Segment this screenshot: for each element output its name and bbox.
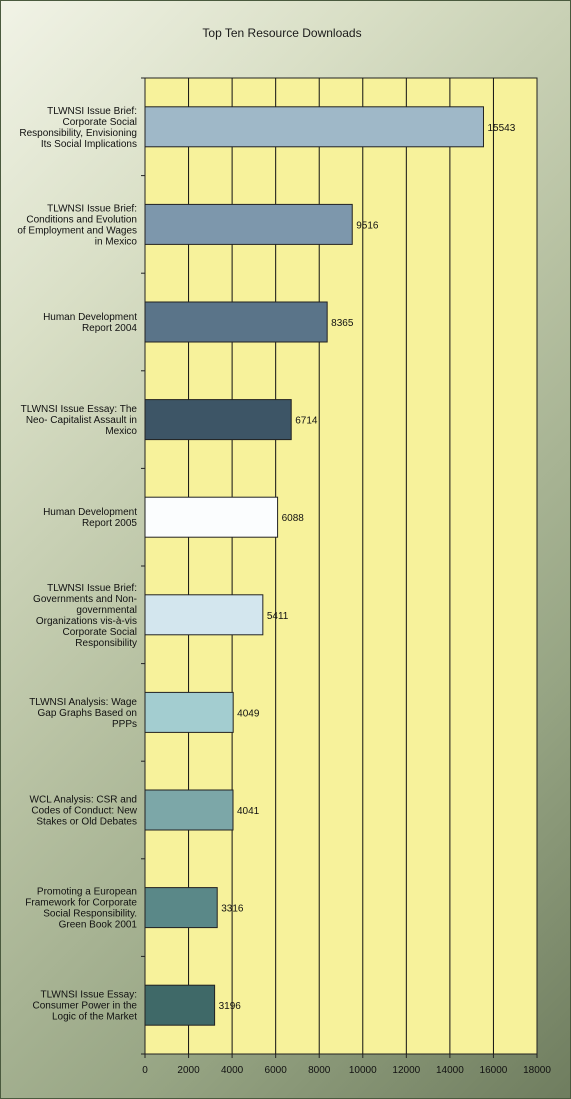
x-tick-label: 10000 xyxy=(349,1065,377,1076)
category-label: Human Development Report 2004 xyxy=(43,312,137,334)
category-label-line: Responsibility xyxy=(75,638,137,649)
category-label: WCL Analysis: CSR and Codes of Conduct: N… xyxy=(30,795,138,828)
category-label-line: Organizations vis-à-vis xyxy=(36,616,137,627)
category-label: TLWNSI Analysis: Wage Gap Graphs Based on… xyxy=(29,697,137,730)
category-label-line: Conditions and Evolution xyxy=(26,214,137,225)
category-label-line: of Employment and Wages xyxy=(17,225,137,236)
x-tick-label: 18000 xyxy=(523,1065,551,1076)
bar-value-label: 8365 xyxy=(331,318,354,329)
category-label: Promoting a European Framework for Corpor… xyxy=(25,887,137,931)
x-tick-label: 4000 xyxy=(221,1065,244,1076)
bar-value-label: 3316 xyxy=(221,904,244,915)
category-label-line: Human Development xyxy=(43,507,137,518)
category-label-line: Report 2005 xyxy=(82,518,137,529)
bars xyxy=(144,106,484,1026)
category-label-line: Its Social Implications xyxy=(41,139,137,150)
bar-value-label: 4041 xyxy=(237,806,260,817)
category-label: TLWNSI Issue Brief: Conditions and Evolut… xyxy=(17,203,137,247)
bar xyxy=(144,594,264,636)
bar xyxy=(144,203,353,245)
category-label-line: in Mexico xyxy=(95,236,138,247)
category-label-line: Governments and Non- xyxy=(33,594,137,605)
category-label-line: Human Development xyxy=(43,312,137,323)
bar xyxy=(144,887,218,929)
category-label: TLWNSI Issue Essay: The Neo- Capitalist A… xyxy=(21,404,138,437)
category-label-line: Logic of the Market xyxy=(52,1012,137,1023)
bar xyxy=(144,984,216,1026)
category-label-line: Framework for Corporate xyxy=(25,898,137,909)
category-label-line: Stakes or Old Debates xyxy=(36,817,137,828)
category-label-line: TLWNSI Analysis: Wage xyxy=(29,697,137,708)
x-tick-label: 0 xyxy=(142,1065,148,1076)
category-label-line: Report 2004 xyxy=(82,323,137,334)
category-label-line: Corporate Social xyxy=(63,627,137,638)
bar xyxy=(144,399,292,441)
x-tick-label: 14000 xyxy=(436,1065,464,1076)
category-label-line: Consumer Power in the xyxy=(33,1001,138,1012)
chart-title: Top Ten Resource Downloads xyxy=(202,26,361,40)
x-tick-label: 8000 xyxy=(308,1065,331,1076)
x-tick-label: 6000 xyxy=(265,1065,288,1076)
category-label-line: Gap Graphs Based on xyxy=(37,708,137,719)
category-label-line: Neo- Capitalist Assault in xyxy=(26,415,137,426)
category-label-line: Promoting a European xyxy=(37,887,137,898)
category-label: Human Development Report 2005 xyxy=(43,507,137,529)
category-label-line: TLWNSI Issue Brief: xyxy=(47,203,137,214)
bar-value-label: 6714 xyxy=(295,416,318,427)
category-label: TLWNSI Issue Brief: Governments and Non-g… xyxy=(33,583,137,649)
bar-value-label: 4049 xyxy=(237,708,260,719)
category-label-line: governmental xyxy=(76,605,137,616)
category-label-line: Social Responsibility. xyxy=(43,909,137,920)
value-labels: 15543 9516 8365 6714 6088 5411 4049 4041 3316 319… xyxy=(219,123,516,1012)
category-label: TLWNSI Issue Brief: Corporate Social Respo… xyxy=(19,106,137,150)
x-axis-ticks: 0 2000 4000 6000 8000 10000 12000 14000 16000 180… xyxy=(142,1054,551,1076)
bar xyxy=(144,691,234,733)
bar-value-label: 3196 xyxy=(219,1001,242,1012)
bar-value-label: 5411 xyxy=(267,611,289,622)
category-label-line: Corporate Social xyxy=(63,117,137,128)
category-label: TLWNSI Issue Essay: Consumer Power in the… xyxy=(33,990,138,1023)
category-label-line: TLWNSI Issue Essay: xyxy=(40,990,137,1001)
bar-value-label: 6088 xyxy=(282,513,305,524)
category-label-line: WCL Analysis: CSR and xyxy=(30,795,137,806)
bar xyxy=(144,496,279,538)
bar-value-label: 15543 xyxy=(487,123,515,134)
category-label-line: Responsibility, Envisioning xyxy=(19,128,137,139)
bar-value-label: 9516 xyxy=(356,220,379,231)
x-tick-label: 12000 xyxy=(392,1065,420,1076)
bar xyxy=(144,789,234,831)
category-label-line: Mexico xyxy=(105,426,137,437)
category-label-line: Codes of Conduct: New xyxy=(31,806,137,817)
x-tick-label: 2000 xyxy=(177,1065,200,1076)
bar xyxy=(144,301,328,343)
category-label-line: TLWNSI Issue Essay: The xyxy=(21,404,138,415)
x-tick-label: 16000 xyxy=(480,1065,508,1076)
category-label-line: Green Book 2001 xyxy=(59,920,138,931)
category-ticks xyxy=(141,77,145,1055)
category-label-line: TLWNSI Issue Brief: xyxy=(47,583,137,594)
bar xyxy=(144,106,484,148)
category-label-line: PPPs xyxy=(112,719,137,730)
category-labels: TLWNSI Issue Brief: Corporate Social Respo… xyxy=(17,106,137,1023)
category-label-line: TLWNSI Issue Brief: xyxy=(47,106,137,117)
